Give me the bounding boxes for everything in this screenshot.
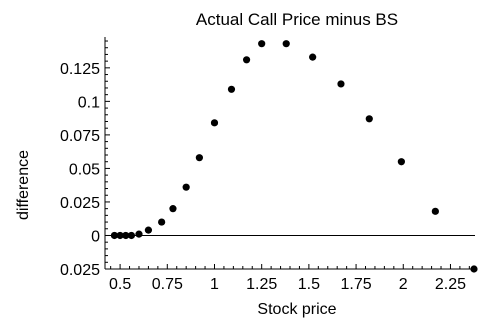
x-tick-label: 2.25 bbox=[435, 276, 466, 293]
data-point bbox=[282, 40, 290, 48]
data-points bbox=[110, 40, 478, 273]
data-point bbox=[309, 53, 317, 61]
data-point bbox=[195, 154, 203, 162]
x-tick-label: 1 bbox=[210, 276, 219, 293]
data-point bbox=[242, 56, 251, 64]
data-point bbox=[158, 218, 166, 226]
axes bbox=[104, 37, 475, 270]
y-tick-label: 0.05 bbox=[69, 161, 100, 178]
y-tick-label: 0.125 bbox=[60, 61, 100, 78]
x-axis-label: Stock price bbox=[257, 301, 336, 318]
data-point bbox=[258, 40, 266, 48]
chart-title: Actual Call Price minus BS bbox=[196, 10, 398, 29]
data-point bbox=[116, 231, 124, 240]
data-point bbox=[127, 231, 136, 240]
tick-labels: 0.025 0 0.025 0.05 0.075 0.1 0.125 0.5 0.75 1 1.25… bbox=[60, 61, 466, 293]
data-point bbox=[470, 265, 478, 273]
data-point bbox=[337, 80, 345, 88]
data-point bbox=[431, 207, 439, 215]
data-point bbox=[365, 115, 373, 123]
y-tick-label: 0.025 bbox=[60, 262, 100, 279]
data-point bbox=[144, 226, 153, 234]
x-tick-label: 0.75 bbox=[152, 276, 183, 293]
y-axis-label: difference bbox=[15, 150, 32, 220]
data-point bbox=[182, 183, 190, 191]
x-tick-label: 1.75 bbox=[341, 276, 372, 293]
data-point bbox=[135, 230, 143, 238]
y-tick-label: 0.1 bbox=[78, 94, 100, 111]
x-tick-label: 0.5 bbox=[109, 276, 131, 293]
y-tick-label: 0 bbox=[91, 228, 100, 245]
x-tick-label: 1.25 bbox=[246, 276, 277, 293]
data-point bbox=[110, 231, 119, 240]
data-point bbox=[210, 119, 219, 127]
y-tick-label: 0.025 bbox=[60, 195, 100, 212]
x-tick-label: 1.5 bbox=[298, 276, 320, 293]
data-point bbox=[122, 231, 130, 240]
data-point bbox=[227, 85, 236, 93]
data-point bbox=[397, 158, 405, 166]
x-tick-label: 2 bbox=[399, 276, 408, 293]
data-point bbox=[169, 205, 177, 213]
tick-marks bbox=[105, 40, 470, 270]
y-tick-label: 0.075 bbox=[60, 128, 100, 145]
